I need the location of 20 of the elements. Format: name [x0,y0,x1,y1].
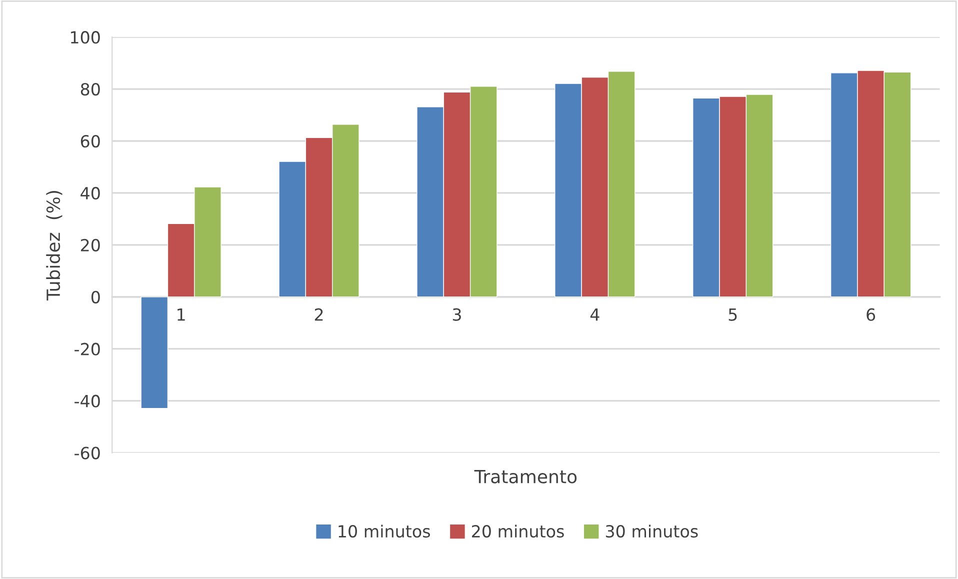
y-tick-label: 80 [80,82,100,96]
x-tick-label: 2 [314,308,323,321]
y-tick-label: 0 [91,290,100,304]
x-axis-title: Tratamento [474,470,577,484]
y-tick-label: 20 [80,238,100,252]
y-tick-label: -40 [74,394,100,408]
x-tick-label: 3 [452,308,461,321]
x-tick-label: 5 [728,308,737,321]
legend-label: 20 minutos [472,524,564,538]
y-tick-label: 40 [80,186,100,200]
x-tick-label: 4 [590,308,600,321]
x-tick-label: 1 [178,308,185,321]
y-tick-label: 60 [80,134,100,148]
y-axis-title: Tubidez (%) [46,190,62,300]
x-tick-label: 6 [866,308,876,321]
y-tick-label: -60 [74,446,100,460]
legend-label: 10 minutos [338,524,430,538]
legend-label: 30 minutos [606,524,698,538]
y-tick-label: 100 [70,31,100,44]
y-tick-label: -20 [74,342,100,356]
